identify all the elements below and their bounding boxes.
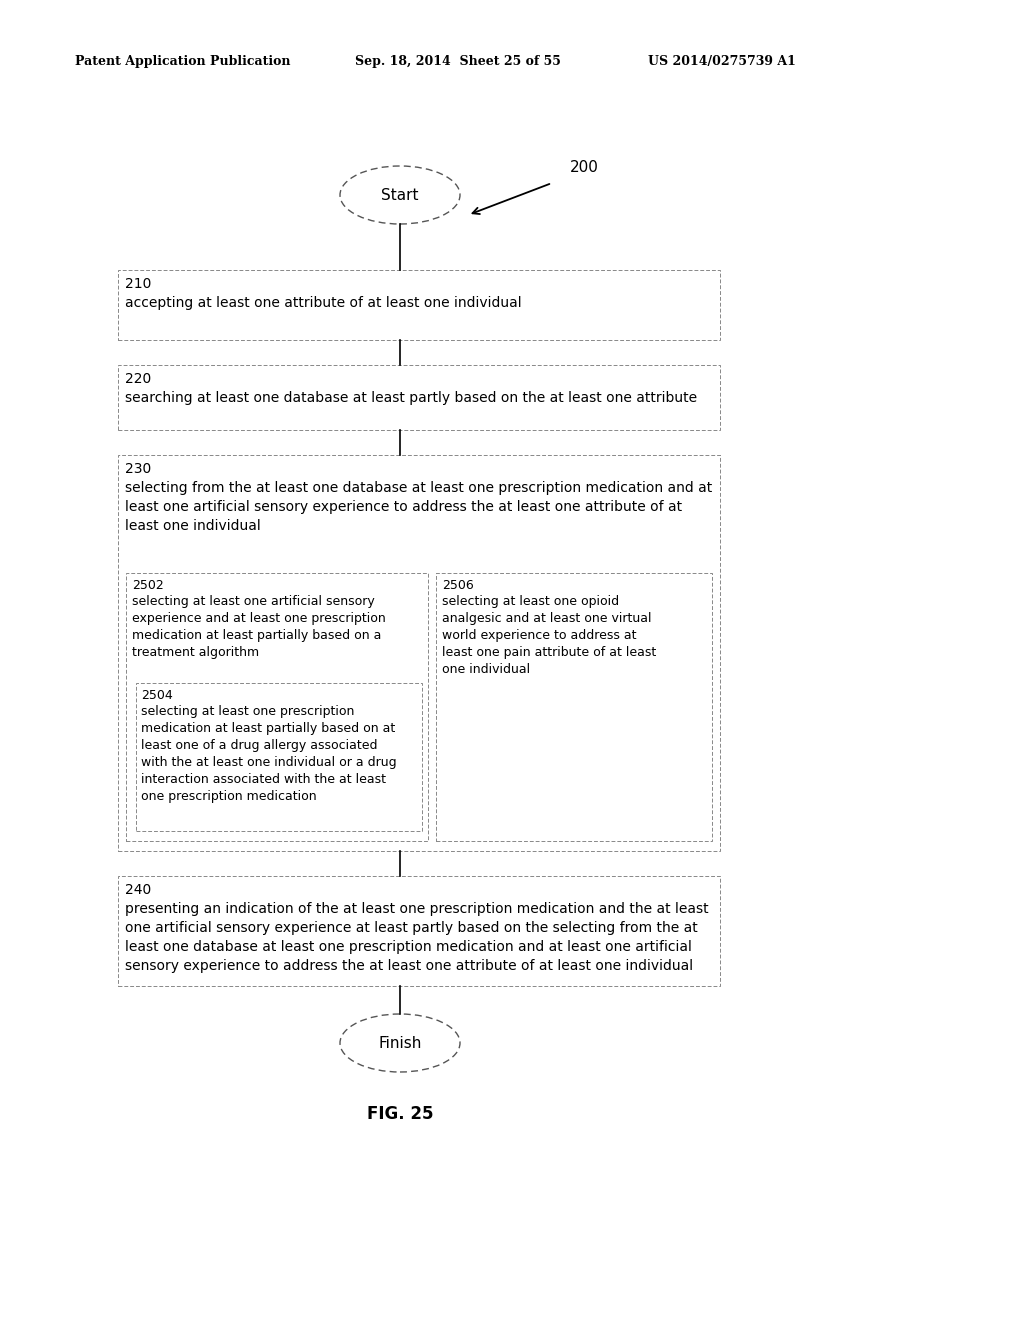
Bar bbox=[118, 271, 720, 341]
Bar bbox=[126, 573, 428, 841]
Text: searching at least one database at least partly based on the at least one attrib: searching at least one database at least… bbox=[125, 391, 697, 405]
Text: FIG. 25: FIG. 25 bbox=[367, 1105, 433, 1123]
Text: selecting from the at least one database at least one prescription medication an: selecting from the at least one database… bbox=[125, 480, 713, 533]
Text: selecting at least one opioid
analgesic and at least one virtual
world experienc: selecting at least one opioid analgesic … bbox=[442, 595, 656, 676]
Text: 240: 240 bbox=[125, 883, 152, 898]
Bar bbox=[118, 876, 720, 986]
Text: 230: 230 bbox=[125, 462, 152, 477]
Text: Sep. 18, 2014  Sheet 25 of 55: Sep. 18, 2014 Sheet 25 of 55 bbox=[355, 55, 561, 69]
Text: Patent Application Publication: Patent Application Publication bbox=[75, 55, 291, 69]
Text: US 2014/0275739 A1: US 2014/0275739 A1 bbox=[648, 55, 796, 69]
Bar bbox=[436, 573, 712, 841]
Text: selecting at least one artificial sensory
experience and at least one prescripti: selecting at least one artificial sensor… bbox=[132, 595, 386, 659]
Text: Finish: Finish bbox=[378, 1035, 422, 1051]
Text: 2502: 2502 bbox=[132, 579, 164, 591]
Text: 210: 210 bbox=[125, 277, 152, 290]
Text: Start: Start bbox=[381, 187, 419, 202]
Text: 2504: 2504 bbox=[141, 689, 173, 702]
Text: presenting an indication of the at least one prescription medication and the at : presenting an indication of the at least… bbox=[125, 902, 709, 973]
Text: 220: 220 bbox=[125, 372, 152, 385]
Bar bbox=[118, 455, 720, 851]
Text: selecting at least one prescription
medication at least partially based on at
le: selecting at least one prescription medi… bbox=[141, 705, 396, 803]
Text: accepting at least one attribute of at least one individual: accepting at least one attribute of at l… bbox=[125, 296, 521, 310]
Bar bbox=[118, 366, 720, 430]
Text: 2506: 2506 bbox=[442, 579, 474, 591]
Bar bbox=[136, 682, 422, 832]
Text: 200: 200 bbox=[570, 161, 599, 176]
